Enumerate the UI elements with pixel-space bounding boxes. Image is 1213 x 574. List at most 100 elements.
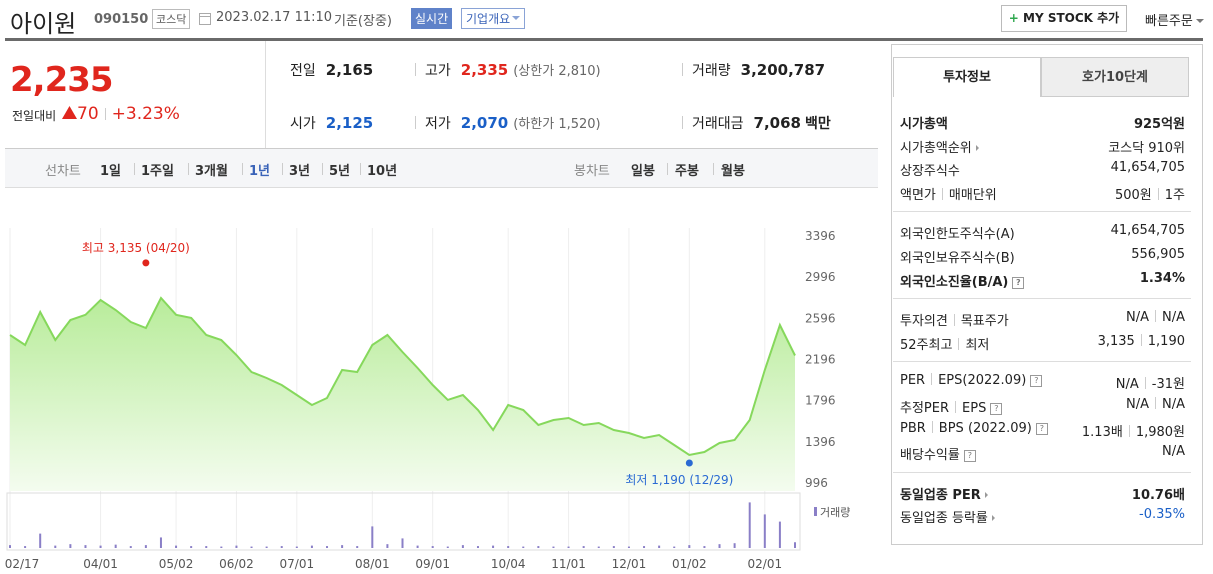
volume-bar (643, 546, 646, 548)
volume-bar (250, 546, 253, 548)
volume-bar (99, 545, 102, 548)
side-label: 동일업종 등락률 (900, 507, 998, 526)
help-icon[interactable]: ? (1012, 276, 1025, 289)
quick-order[interactable]: 빠른주문 (1145, 10, 1204, 29)
help-icon[interactable]: ? (1035, 422, 1048, 435)
candle-tab[interactable]: 월봉 (721, 164, 745, 179)
x-tick-label: 02/01 (748, 557, 783, 571)
quote-note: (하한가 1,520) (513, 117, 601, 132)
label-part: PER (900, 373, 926, 389)
header-rule (5, 38, 1203, 41)
volume-bar (159, 537, 162, 548)
realtime-button[interactable]: 실시간 (411, 8, 453, 29)
x-tick-label: 06/02 (219, 557, 254, 571)
volume-bar (144, 545, 147, 548)
my-stock-button[interactable]: + MY STOCK 추가 (1001, 5, 1127, 32)
side-rule (893, 361, 1191, 363)
quote-item: 거래량 3,200,787 (692, 60, 825, 80)
quote-label: 전일 (290, 63, 316, 79)
side-value: 코스닥 910위 (1108, 137, 1185, 156)
volume-bar (39, 533, 42, 548)
quote-box (5, 41, 878, 149)
volume-bar (9, 545, 11, 548)
help-icon[interactable]: ? (1030, 375, 1043, 388)
x-tick-label: 04/01 (83, 557, 118, 571)
overview-button[interactable]: 기업개요 (461, 8, 526, 29)
period-tab[interactable]: 1일 (100, 164, 122, 179)
volume-bar (371, 526, 374, 548)
volume-bar (552, 546, 555, 548)
side-value: 1.34% (1140, 271, 1185, 286)
price-line (9, 296, 796, 457)
x-tick-label: 09/01 (415, 557, 450, 571)
value-part: 41,654,705 (1110, 160, 1185, 176)
quote-item: 거래대금 7,068 백만 (692, 113, 831, 133)
candle-tab[interactable]: 일봉 (631, 164, 655, 179)
period-tab[interactable]: 5년 (329, 164, 351, 179)
help-icon[interactable]: ? (990, 403, 1003, 415)
value-part: 1주 (1164, 187, 1185, 203)
change: 70 (77, 104, 99, 124)
tab-label: 선차트 (45, 164, 81, 179)
volume-bar (326, 546, 329, 548)
x-tick-label: 10/04 (491, 557, 526, 571)
volume-bar (190, 546, 193, 548)
side-tab[interactable]: 투자정보 (893, 57, 1041, 97)
quote-label: 저가 (425, 116, 451, 132)
candle-tab[interactable]: 주봉 (675, 164, 699, 179)
value-part: -31원 (1151, 377, 1185, 393)
arrow-icon (984, 491, 991, 498)
change-label: 전일대비 (12, 109, 57, 123)
quote-sep (415, 63, 416, 76)
volume-bar (69, 544, 72, 548)
volume-bar (175, 545, 178, 548)
quote-item: 고가 2,335 (상한가 2,810) (425, 60, 601, 80)
quote-value: 2,070 (460, 114, 509, 132)
extreme-dot (142, 259, 150, 267)
legend-swatch (814, 507, 817, 516)
note-label: 하한가 (518, 117, 555, 132)
side-value: N/A N/A (1126, 397, 1185, 412)
value-part: 1.34% (1139, 270, 1185, 286)
sep (958, 337, 960, 350)
label-part: 52주최고 (900, 337, 953, 353)
extreme-label: 최고 3,135 (04/20) (82, 241, 190, 255)
y-tick-label: 996 (805, 476, 828, 490)
y-tick-label: 2196 (805, 353, 836, 367)
volume-bar (461, 545, 464, 548)
side-value: 41,654,705 (1111, 160, 1185, 175)
stock-code: 090150 (94, 12, 149, 27)
value-part: N/A (1115, 377, 1139, 393)
volume-bar (612, 546, 615, 548)
label-part: 외국인소진율(B/A) (900, 274, 1009, 290)
side-tab[interactable]: 호가10단계 (1041, 57, 1189, 97)
help-icon[interactable]: ? (963, 450, 976, 463)
volume-bar (341, 545, 344, 548)
sep (941, 187, 943, 200)
x-tick-label: 08/01 (355, 557, 390, 571)
value-part: 500원 (1114, 187, 1152, 203)
note-value: 1,520 (558, 117, 596, 132)
period-tab[interactable]: 1년 (249, 164, 271, 179)
volume-bar (627, 546, 630, 548)
period-tab[interactable]: 3년 (289, 164, 311, 179)
extreme-dot (685, 459, 693, 467)
side-label: 시가총액순위 (900, 137, 982, 156)
sep (1128, 424, 1130, 437)
side-value: N/A -31원 (1116, 373, 1185, 392)
period-tab[interactable]: 1주일 (141, 164, 174, 179)
label-part: 투자의견 (900, 314, 948, 330)
period-tab[interactable]: 10년 (367, 164, 398, 179)
period-tab[interactable]: 3개월 (195, 164, 228, 179)
sep (955, 401, 957, 413)
volume-bar (416, 545, 419, 548)
label-part: 동일업종 등락률 (900, 511, 988, 527)
basis: 기준(장중) (334, 14, 392, 29)
side-value: 3,135 1,190 (1098, 333, 1185, 349)
quote-label: 거래량 (692, 63, 731, 79)
value-part: N/A (1126, 310, 1149, 326)
side-label: 외국인보유주식수(B) (900, 247, 1015, 266)
quote-label: 고가 (425, 63, 451, 79)
volume-bar (114, 544, 117, 548)
side-label: 액면가 매매단위 (900, 184, 997, 203)
